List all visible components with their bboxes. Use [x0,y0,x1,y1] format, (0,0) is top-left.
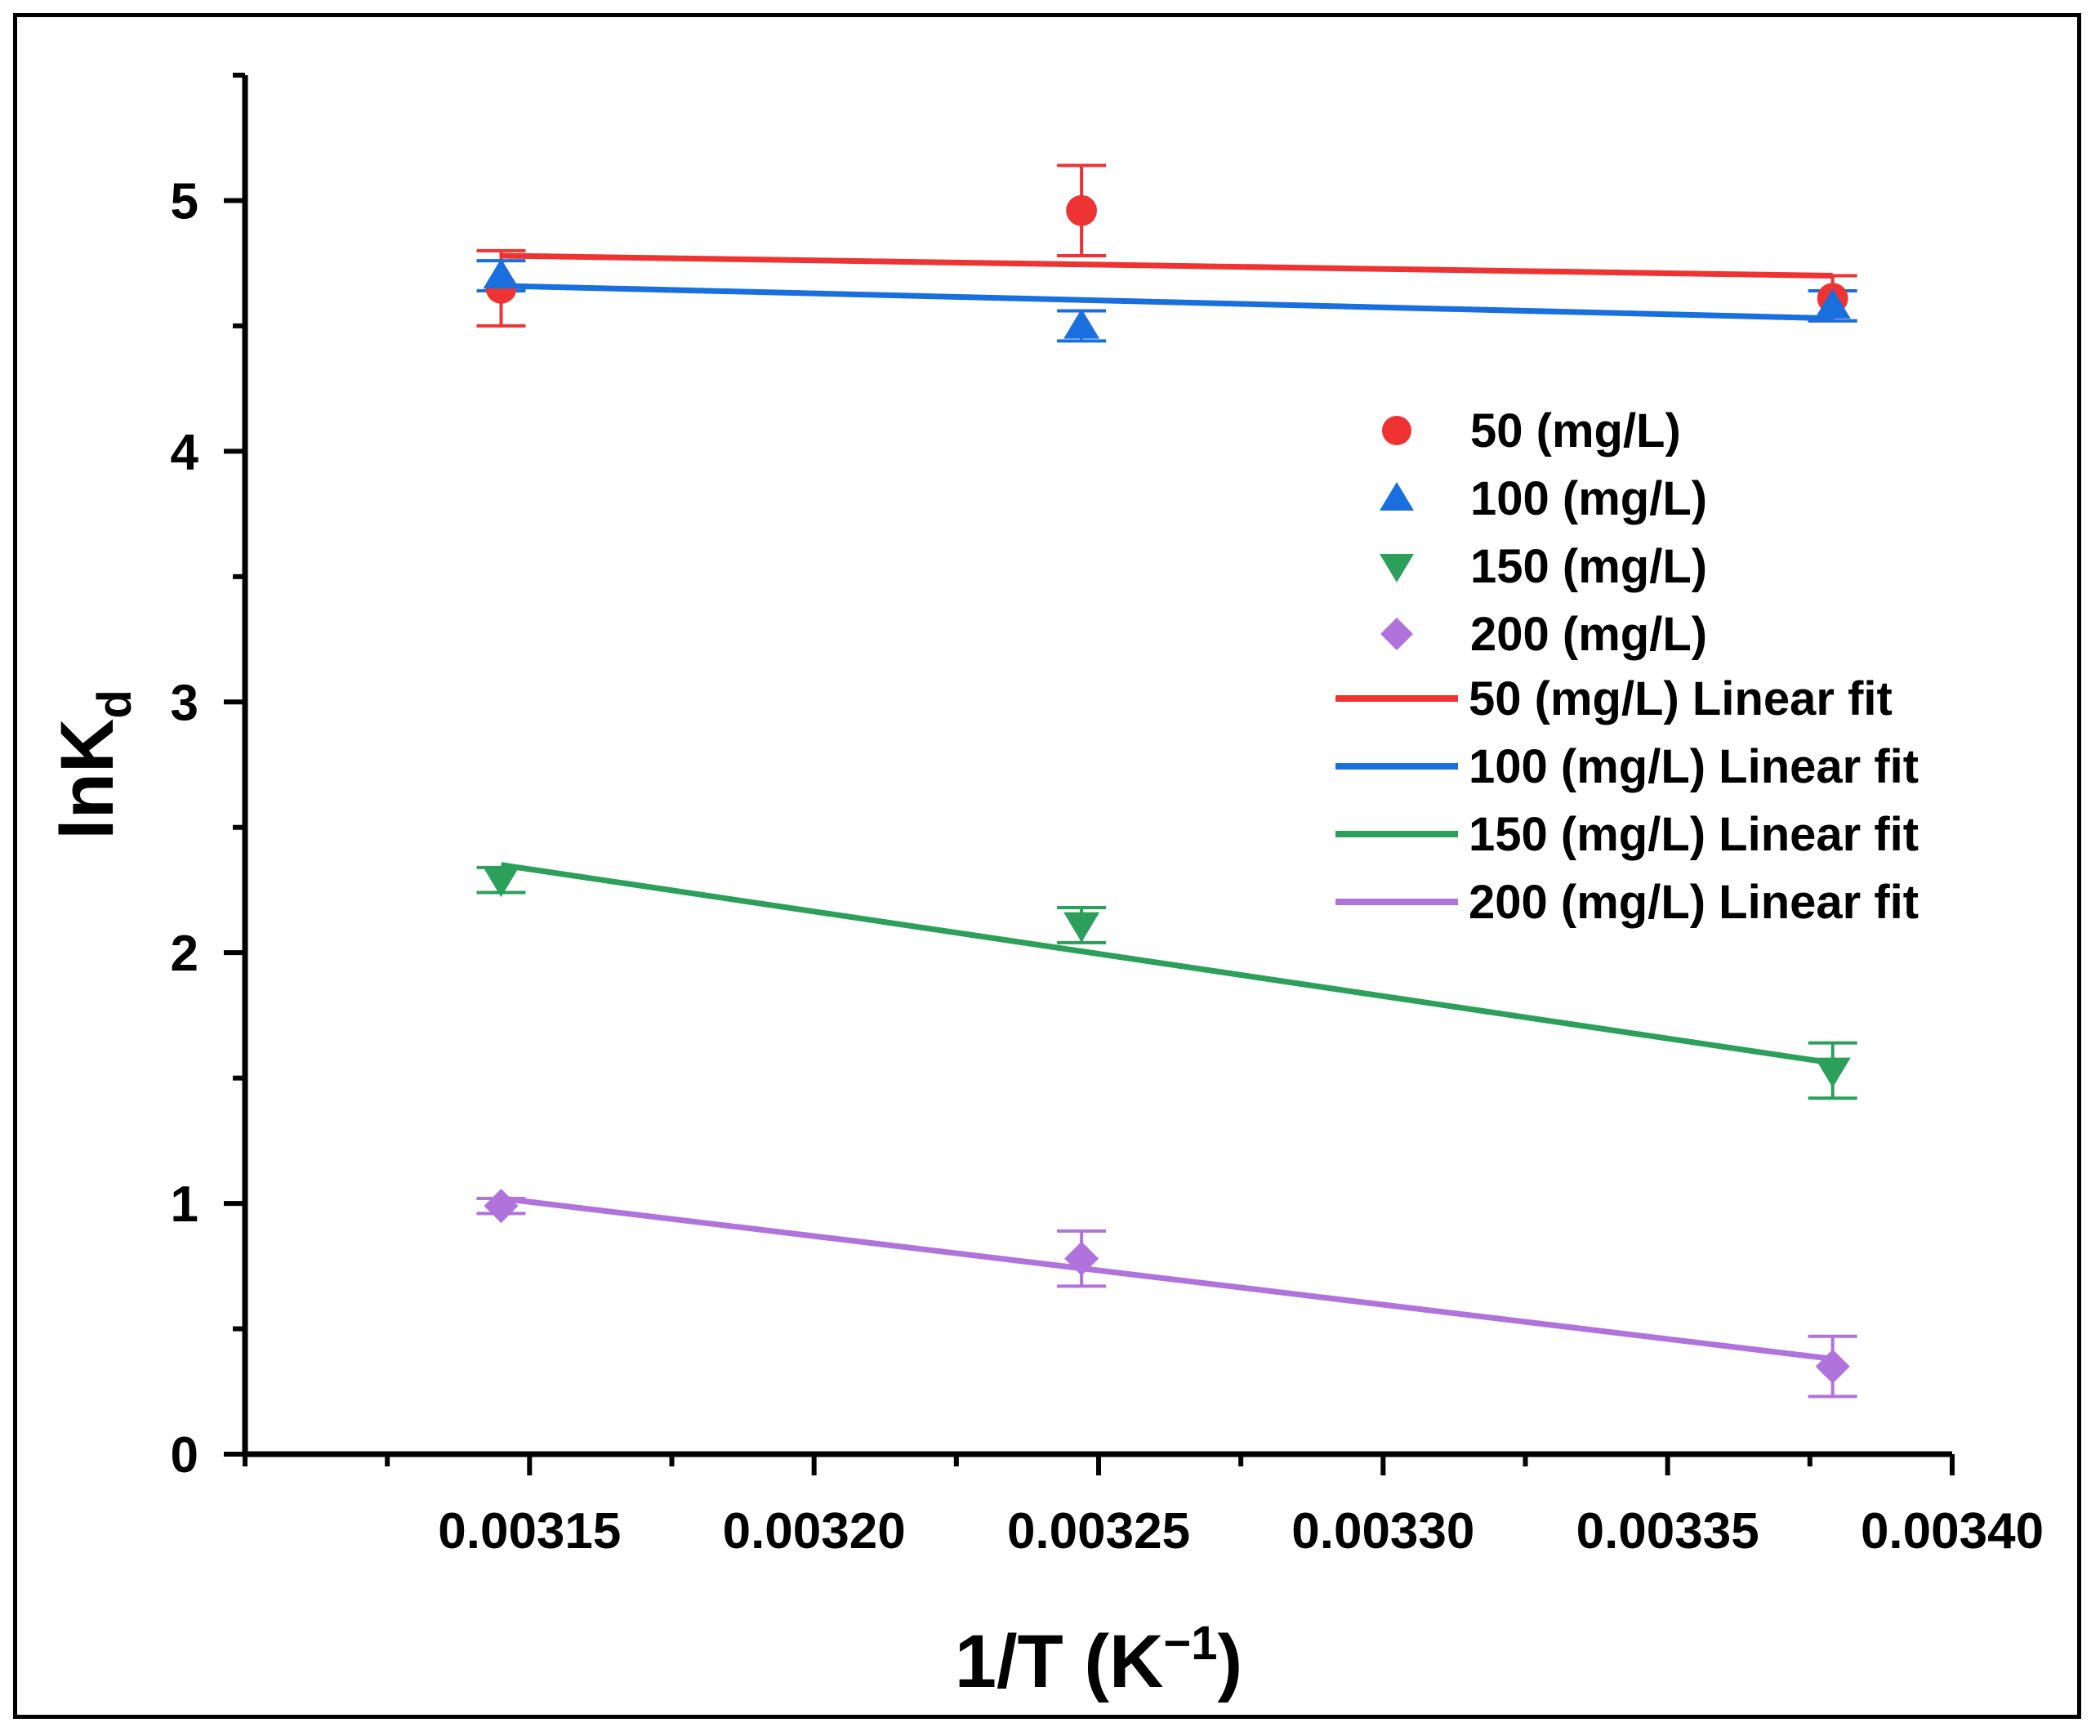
legend-fit-label: 50 (mg/L) Linear fit [1469,672,1893,725]
marker-triangle-down [1380,554,1414,582]
marker-diamond [484,1189,519,1224]
x-axis-title: 1/T (K−1) [955,1617,1242,1703]
marker-circle [1382,416,1411,445]
legend-fit-label: 150 (mg/L) Linear fit [1469,808,1919,861]
marker-circle [1066,194,1097,226]
x-tick-label: 0.00335 [1576,1503,1759,1560]
marker-triangle-up [483,258,519,289]
legend-label: 50 (mg/L) [1470,404,1681,457]
legend-fit-label: 100 (mg/L) Linear fit [1469,740,1919,793]
x-axis-title-superscript: −1 [1163,1617,1217,1670]
legend: 50 (mg/L) 100 (mg/L) 150 (mg/L) 200 (mg/L) 5… [1335,404,1919,929]
legend-label: 100 (mg/L) [1470,472,1707,525]
y-tick-label: 0 [171,1427,198,1484]
legend-label: 150 (mg/L) [1470,540,1707,593]
fit-line [501,1195,1834,1362]
y-tick-label: 2 [171,926,198,982]
y-tick-label: 3 [171,675,198,731]
y-axis-title-subscript: d [88,689,141,718]
x-tick-label: 0.00340 [1861,1503,2044,1560]
figure-frame [13,13,2081,1719]
marker-diamond [1380,618,1413,650]
marker-diamond [1064,1241,1099,1276]
y-tick-label: 4 [171,424,199,480]
marker-triangle-up [1063,308,1100,339]
axis-tick-labels: 0.00315 0.00320 0.00325 0.00330 0.00335 0.003… [171,173,2044,1560]
marker-triangle-up [1380,482,1414,511]
fit-line [501,252,1833,279]
fit-lines [500,252,1834,1362]
x-tick-label: 0.00315 [438,1503,621,1560]
marker-triangle-down [1814,1057,1851,1088]
fit-line [500,862,1834,1066]
x-tick-label: 0.00320 [723,1503,906,1560]
legend-fit-label: 200 (mg/L) Linear fit [1469,876,1919,929]
marker-triangle-down [1063,912,1100,943]
y-tick-label: 5 [171,173,198,230]
marker-triangle-down [483,867,519,898]
marker-triangle-up [1814,288,1851,319]
x-tick-label: 0.00330 [1291,1503,1474,1560]
y-tick-label: 1 [171,1176,198,1233]
x-tick-label: 0.00325 [1007,1503,1190,1560]
legend-label: 200 (mg/L) [1470,608,1707,661]
axis-ticks [224,73,1955,1475]
y-axis-title: lnKd [46,689,141,840]
marker-diamond [1815,1349,1850,1384]
fit-line [501,283,1833,322]
data-markers [483,194,1851,1384]
